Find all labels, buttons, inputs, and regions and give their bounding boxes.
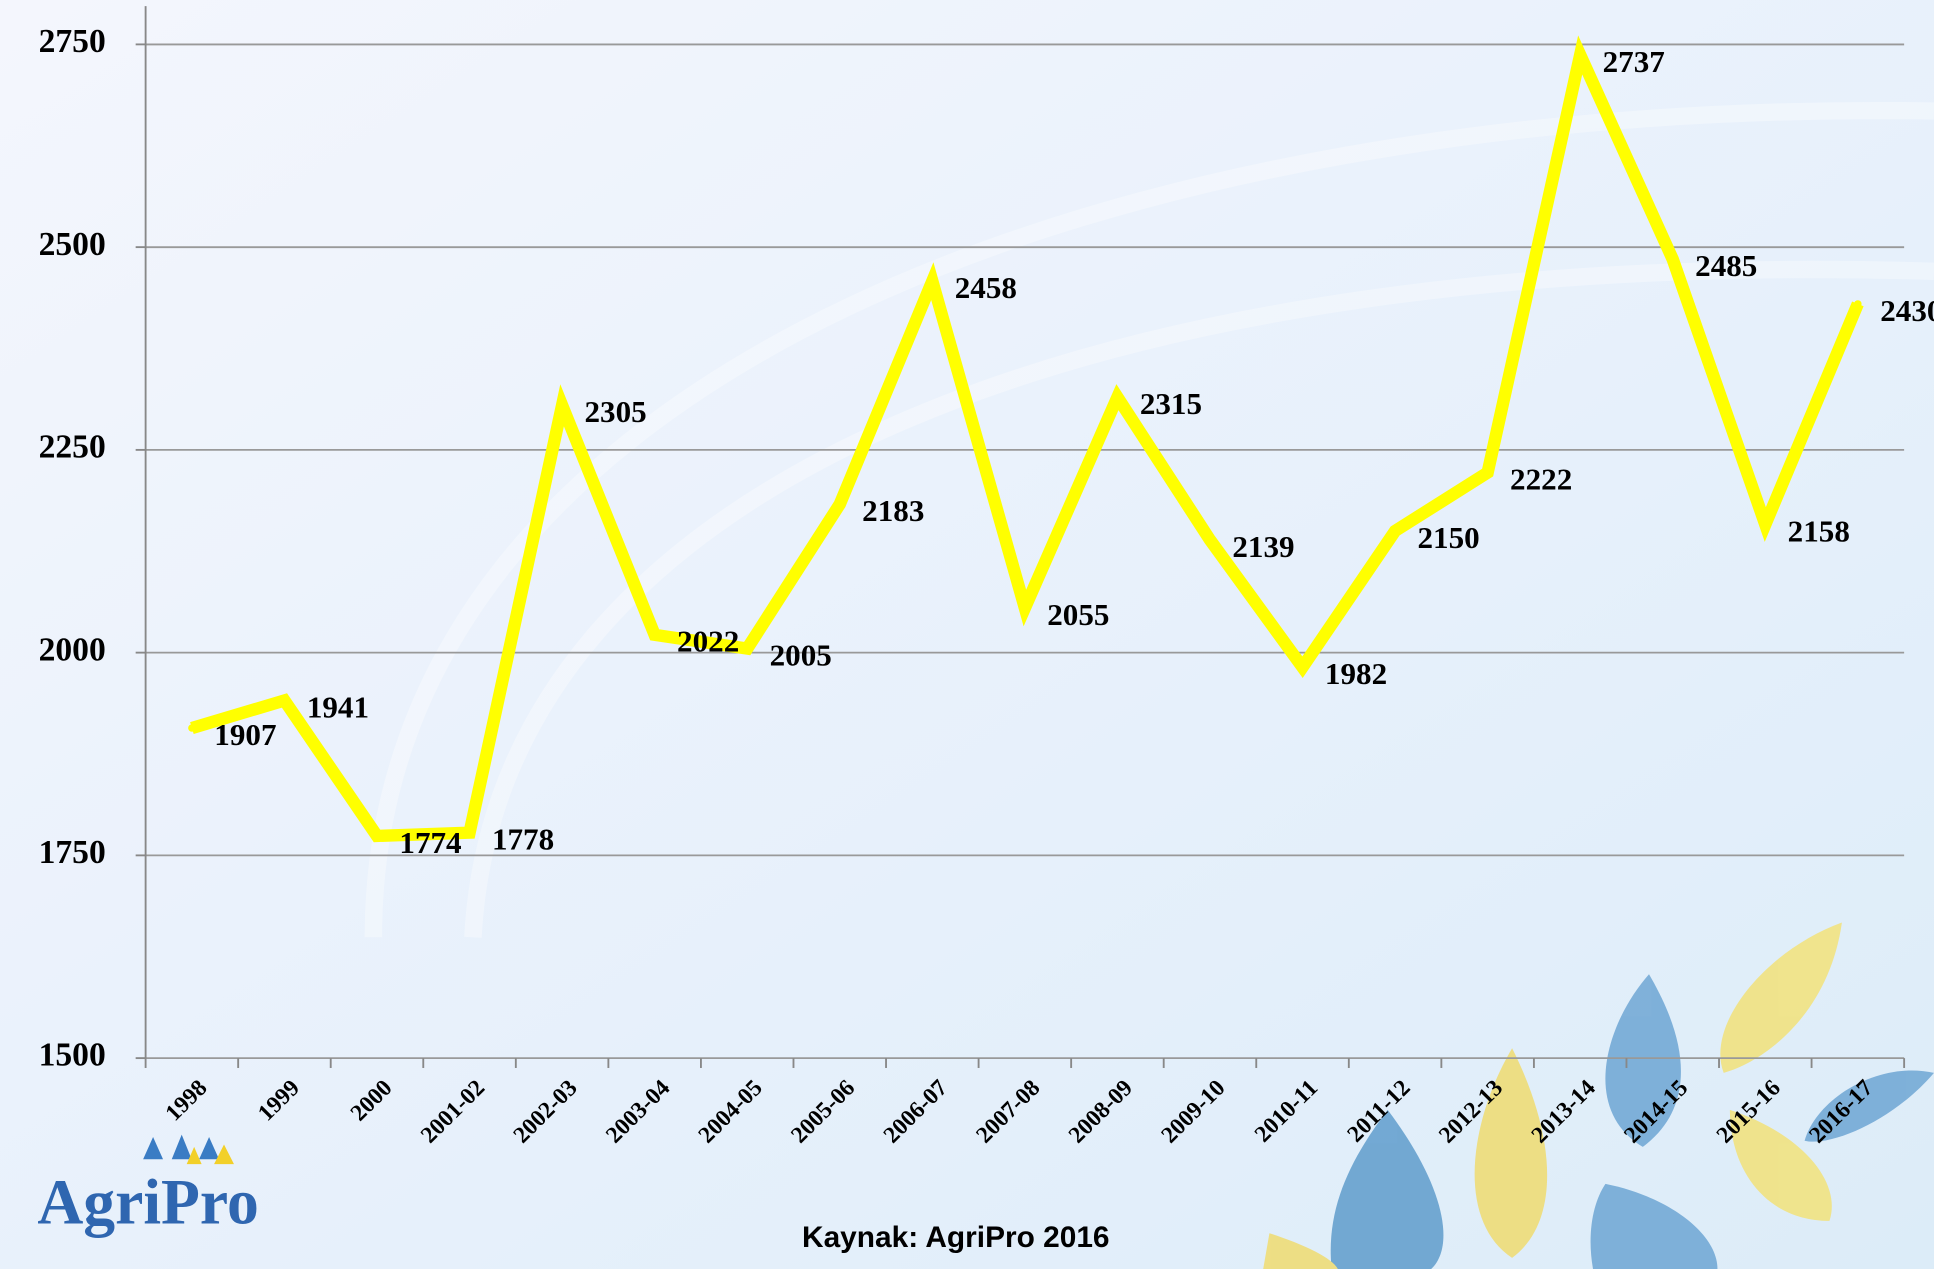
data-label: 2055 xyxy=(1047,597,1109,632)
data-point xyxy=(1206,536,1213,543)
data-label: 2305 xyxy=(585,394,647,429)
logo-text: AgriPro xyxy=(37,1167,259,1238)
data-label: 2737 xyxy=(1603,44,1665,79)
data-point xyxy=(1576,51,1583,58)
data-label: 2139 xyxy=(1232,529,1294,564)
data-label: 1778 xyxy=(492,822,554,857)
data-label: 2315 xyxy=(1140,386,1202,421)
data-point xyxy=(1114,393,1121,400)
y-tick-label: 2500 xyxy=(39,226,106,263)
data-point xyxy=(466,829,473,836)
data-label: 2150 xyxy=(1417,520,1479,555)
data-label: 2183 xyxy=(862,493,924,528)
y-tick-label: 1750 xyxy=(39,834,106,871)
data-point xyxy=(373,832,380,839)
data-point xyxy=(929,278,936,285)
data-label: 2022 xyxy=(677,624,739,659)
data-point xyxy=(1854,300,1861,307)
data-label: 2158 xyxy=(1788,514,1850,549)
data-point xyxy=(1762,521,1769,528)
data-point xyxy=(558,402,565,409)
data-point xyxy=(1299,664,1306,671)
data-label: 1982 xyxy=(1325,656,1387,691)
data-point xyxy=(1391,527,1398,534)
data-label: 1941 xyxy=(307,690,369,725)
y-tick-label: 1500 xyxy=(39,1037,106,1074)
y-tick-label: 2250 xyxy=(39,429,106,466)
data-point xyxy=(1669,256,1676,263)
data-point xyxy=(836,501,843,508)
data-label: 2430 xyxy=(1880,293,1934,328)
y-tick-label: 2000 xyxy=(39,631,106,668)
data-point xyxy=(188,724,195,731)
data-label: 1907 xyxy=(214,717,276,752)
data-label: 2005 xyxy=(770,638,832,673)
data-point xyxy=(651,631,658,638)
data-label: 2458 xyxy=(955,270,1017,305)
data-point xyxy=(281,697,288,704)
source-note: Kaynak: AgriPro 2016 xyxy=(802,1221,1110,1254)
data-point xyxy=(1021,604,1028,611)
data-point xyxy=(743,645,750,652)
y-tick-label: 2750 xyxy=(39,23,106,60)
data-label: 2222 xyxy=(1510,462,1572,497)
chart: AgriPro Kaynak: AgriPro 2016 1500 1750 200… xyxy=(0,0,1934,1269)
data-point xyxy=(1484,469,1491,476)
data-label: 1774 xyxy=(399,825,461,860)
data-label: 2485 xyxy=(1695,248,1757,283)
